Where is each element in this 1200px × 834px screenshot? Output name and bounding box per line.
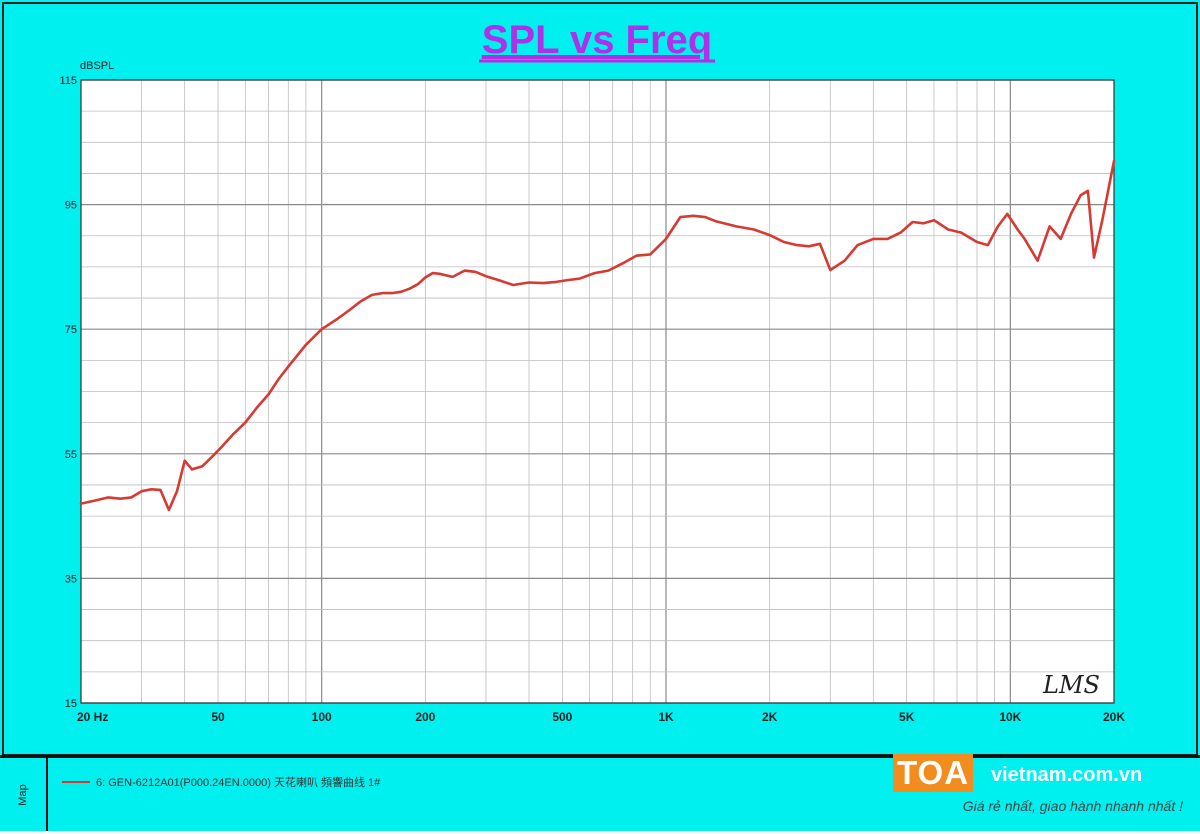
legend-swatch (62, 781, 90, 783)
map-tab[interactable]: Map (0, 758, 48, 831)
chart-border (2, 2, 1198, 755)
x-tick-label: 500 (552, 710, 572, 724)
x-tick-label: 20K (1103, 710, 1125, 724)
y-tick-label: 95 (65, 200, 77, 212)
x-tick-label: 20 Hz (77, 710, 108, 724)
y-tick-label: 35 (65, 573, 77, 585)
y-tick-label: 115 (59, 75, 77, 87)
plot-frame (80, 79, 1115, 704)
x-tick-label: 50 (211, 710, 225, 724)
legend-entry-text: 6: GEN-6212A01(P000.24EN.0000) 天花喇叭 頻響曲线… (96, 777, 381, 789)
brand-domain: vietnam.com.vn (991, 764, 1143, 786)
y-tick-label: 75 (65, 324, 77, 336)
legend-panel: Map 6: GEN-6212A01(P000.24EN.0000) 天花喇叭 … (0, 754, 1200, 834)
brand-watermark: TOA vietnam.com.vn Giá rẻ nhất, giao hàn… (893, 754, 1193, 834)
x-tick-label: 2K (762, 710, 778, 724)
chart-title: SPL vs Freq (482, 18, 712, 62)
x-tick-label: 5K (899, 710, 915, 724)
lms-annotation: LMS (1042, 671, 1100, 699)
legend-entry[interactable]: 6: GEN-6212A01(P000.24EN.0000) 天花喇叭 頻響曲线… (62, 774, 380, 790)
y-tick-label: 15 (65, 698, 77, 710)
brand-logo: TOA (893, 754, 974, 792)
brand-tagline: Giá rẻ nhất, giao hành nhanh nhất ! (962, 798, 1183, 814)
x-tick-label: 200 (415, 710, 435, 724)
y-tick-label: 55 (65, 449, 77, 461)
series-line (79, 159, 1116, 512)
y-axis-label: dBSPL (80, 60, 114, 72)
x-tick-label: 1K (658, 710, 674, 724)
map-tab-label: Map (17, 783, 29, 806)
x-tick-label: 10K (999, 710, 1021, 724)
x-tick-label: 100 (312, 710, 332, 724)
